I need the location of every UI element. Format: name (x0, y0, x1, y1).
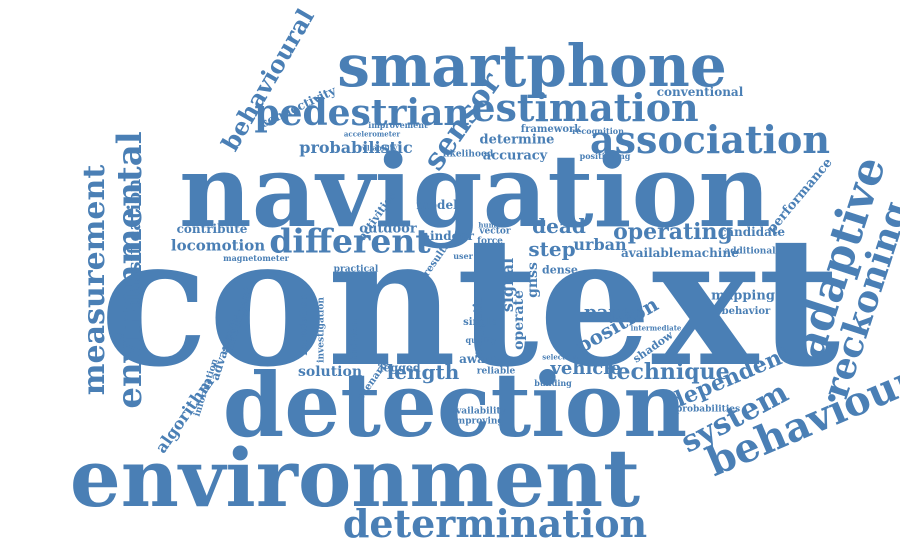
word-candidate: candidate (718, 225, 786, 239)
word-available: available (621, 246, 681, 260)
word-probabilistic: probabilistic (299, 138, 413, 157)
word-urban: urban (573, 235, 627, 254)
word-reliable: reliable (476, 366, 516, 377)
word-detection: detection (222, 353, 688, 457)
word-operate: operate (511, 290, 527, 350)
word-investigation: investigation (316, 297, 327, 363)
word-solution: solution (297, 364, 363, 380)
word-environment: environment (69, 431, 641, 525)
word-estimation: estimation (471, 85, 699, 130)
word-machine: machine (681, 246, 739, 260)
word-step: step (528, 237, 576, 261)
word-context: context (99, 197, 841, 406)
word-accelerometer: accelerometer (343, 129, 401, 139)
word-additional: additional (724, 246, 776, 257)
word-smartphone: smartphone (337, 32, 727, 100)
word-determine: determine (479, 132, 555, 148)
word-conventional: conventional (656, 85, 744, 99)
word-contribute: contribute (176, 222, 248, 236)
word-aware: aware (459, 352, 499, 366)
word-hidden: hidden (347, 318, 361, 362)
word-technique: technique (606, 359, 730, 385)
word-magnetometer: magnetometer (223, 253, 289, 263)
word-reliability: reliability (358, 143, 398, 153)
word-positioning: positioning (579, 151, 631, 161)
word-user: user (453, 251, 473, 261)
word-classification: classification (124, 178, 145, 312)
word-length: length (386, 360, 460, 384)
word-measurement: measurement (77, 164, 112, 396)
word-improving: improving (452, 416, 504, 427)
word-gnss: gnss (525, 262, 541, 298)
word-vehicle: vehicle (550, 358, 622, 379)
word-building: building (534, 378, 572, 388)
word-vector: vector (479, 226, 511, 237)
word-different: different (269, 221, 431, 261)
word-indoor: indoor (429, 229, 475, 243)
word-dead: dead (532, 214, 586, 238)
word-likelihood: likelihood (442, 149, 494, 160)
word-outdoor: outdoor (359, 221, 417, 237)
word-recognition: recognition (572, 126, 624, 136)
word-determination: determination (342, 501, 648, 544)
word-navigation: navigation (179, 132, 771, 250)
word-practical: practical (333, 264, 379, 275)
word-force: force (477, 236, 503, 247)
word-foundation: foundation (299, 294, 310, 356)
word-pedestrian: pedestrian (254, 92, 470, 134)
word-human: human (478, 220, 506, 230)
word-legged: legged (379, 361, 421, 375)
word-paper: paper (584, 302, 642, 323)
word-locomotion: locomotion (170, 236, 266, 255)
word-availability: availability (450, 406, 506, 417)
word-accuracy: accuracy (482, 148, 548, 164)
word-quality: quality (465, 335, 497, 345)
word-probabilities: probabilities (675, 404, 741, 415)
word-single: single (463, 317, 497, 328)
word-improvement: improvement (368, 120, 428, 130)
word-operating: operating (613, 219, 733, 245)
word-behavior: behavior (721, 306, 771, 317)
word-intermediate: intermediate (630, 323, 682, 333)
word-association: association (590, 117, 830, 162)
word-selection: selection (542, 352, 578, 362)
word-dense: dense (542, 263, 578, 277)
word-framework: framework (520, 124, 582, 135)
word-mapping: mapping (711, 288, 775, 304)
word-model: model (416, 198, 458, 212)
